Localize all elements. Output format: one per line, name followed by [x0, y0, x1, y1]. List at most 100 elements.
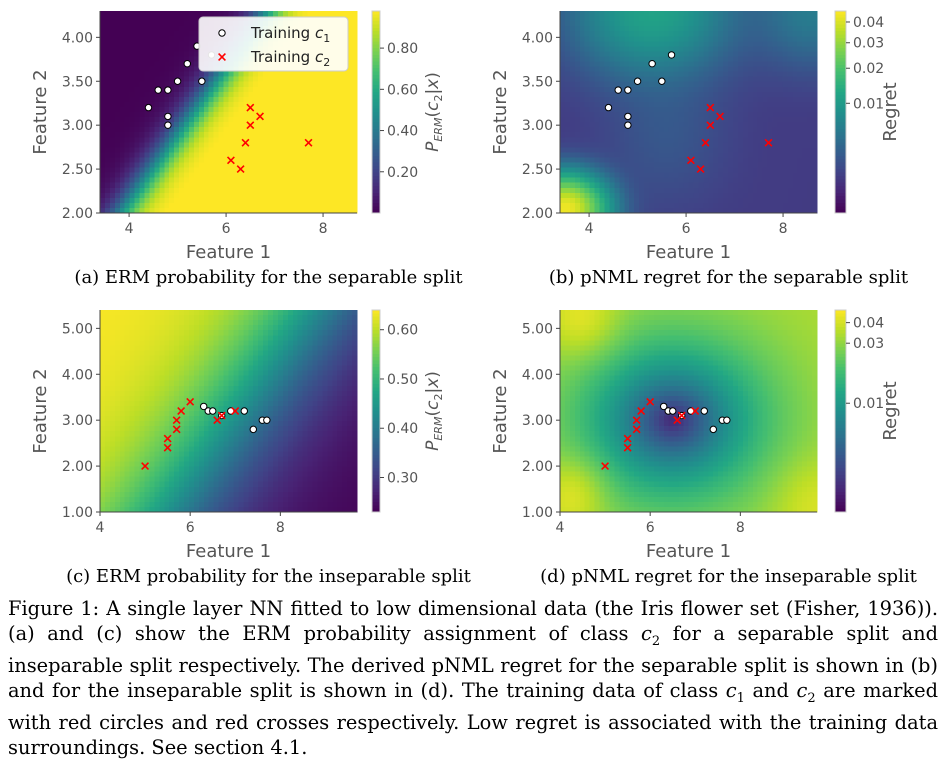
colorbar-tick-label: 0.20 [387, 165, 418, 181]
y-axis-label: Feature 2 [30, 69, 51, 154]
c1-point [184, 60, 190, 66]
y-tick-label: 1.00 [62, 505, 93, 521]
y-axis-label: Feature 2 [490, 69, 511, 154]
c1-point [724, 417, 730, 423]
colorbar-label: Regret [880, 381, 901, 440]
legend-label: Training c2 [250, 48, 330, 69]
colorbar-tick-label: 0.04 [853, 15, 884, 31]
c1-point [250, 426, 256, 432]
figure: 4 6 8 2.00 2.50 3.00 3.50 4.00 Feature 1 Feature … [0, 0, 946, 600]
x-axis-label: Feature 1 [646, 541, 731, 562]
subplot-d: 4 6 8 1.00 2.00 3.00 4.00 5.00 Feature 1 Feature … [490, 310, 918, 587]
y-tick-label: 2.00 [522, 206, 553, 222]
c1-point [615, 87, 621, 93]
y-axis-label: Feature 2 [490, 368, 511, 453]
c1-point [165, 87, 171, 93]
y-tick-label: 4.00 [62, 30, 93, 46]
y-tick-label: 3.00 [62, 118, 93, 134]
c1-point [145, 104, 151, 110]
y-tick-label: 4.00 [522, 30, 553, 46]
y-tick-label: 2.50 [522, 162, 553, 178]
subfigure-caption: (a) ERM probability for the separable sp… [74, 267, 463, 288]
colorbar-tick-label: 0.80 [387, 41, 418, 57]
c1-point [199, 78, 205, 84]
x-tick-label: 6 [682, 221, 691, 237]
c1-point [670, 408, 676, 414]
c1-point [210, 408, 216, 414]
y-tick-label: 4.00 [62, 367, 93, 383]
subfigure-caption: (b) pNML regret for the separable split [549, 267, 909, 288]
y-tick-label: 1.00 [522, 505, 553, 521]
x-tick-label: 4 [96, 520, 105, 536]
x-tick-label: 4 [585, 221, 594, 237]
x-tick-label: 6 [646, 520, 655, 536]
subplot-c: 4 6 8 1.00 2.00 3.00 4.00 5.00 Feature 1 Feature … [30, 310, 472, 587]
colorbar-tick-label: 0.60 [387, 323, 418, 339]
c1-point [165, 113, 171, 119]
y-tick-label: 2.00 [522, 459, 553, 475]
legend-label: Training c1 [250, 24, 330, 45]
colorbar-label: PERM(c2|x) [423, 72, 445, 152]
c1-point [174, 78, 180, 84]
x-tick-label: 4 [125, 221, 134, 237]
x-tick-label: 4 [556, 520, 565, 536]
legend: Training c1 Training c2 [199, 17, 348, 71]
x-axis-label: Feature 1 [186, 242, 271, 263]
y-tick-label: 2.00 [62, 206, 93, 222]
colorbar-c [372, 310, 380, 513]
y-tick-label: 4.00 [522, 367, 553, 383]
colorbar-a [372, 11, 380, 214]
c1-point [264, 417, 270, 423]
colorbar-tick-label: 0.30 [387, 471, 418, 487]
colorbar-tick-label: 0.40 [387, 124, 418, 140]
c1-point [625, 113, 631, 119]
y-tick-label: 3.50 [522, 74, 553, 90]
c1-point [625, 87, 631, 93]
c1-point [701, 408, 707, 414]
c1-point [155, 87, 161, 93]
colorbar-tick-label: 0.04 [853, 316, 884, 332]
y-tick-label: 2.00 [62, 459, 93, 475]
heatmap-b [560, 11, 818, 214]
colorbar-d [835, 310, 846, 513]
x-tick-label: 8 [736, 520, 745, 536]
c1-point [710, 426, 716, 432]
colorbar-tick-label: 0.03 [853, 36, 884, 52]
x-tick-label: 8 [276, 520, 285, 536]
c1-point [659, 78, 665, 84]
colorbar-tick-label: 0.60 [387, 82, 418, 98]
colorbar-b [835, 11, 846, 214]
legend-c1-marker [219, 30, 225, 36]
x-tick-label: 6 [222, 221, 231, 237]
c1-point [634, 78, 640, 84]
subfigure-caption: (c) ERM probability for the inseparable … [66, 566, 472, 587]
x-tick-label: 8 [779, 221, 788, 237]
y-tick-label: 3.50 [62, 74, 93, 90]
y-tick-label: 5.00 [62, 321, 93, 337]
c1-point [165, 122, 171, 128]
c1-point [241, 408, 247, 414]
colorbar-label: PERM(c2|x) [423, 371, 445, 451]
figure-caption-text: Figure 1: A single layer NN fitted to lo… [8, 597, 944, 759]
colorbar-tick-label: 0.03 [853, 336, 884, 352]
y-tick-label: 3.00 [522, 118, 553, 134]
y-axis-label: Feature 2 [30, 368, 51, 453]
c1-point [625, 122, 631, 128]
subfigure-caption: (d) pNML regret for the inseparable spli… [540, 566, 917, 587]
x-tick-label: 8 [319, 221, 328, 237]
subplot-a: 4 6 8 2.00 2.50 3.00 3.50 4.00 Feature 1 Feature … [30, 11, 463, 288]
y-tick-label: 2.50 [62, 162, 93, 178]
colorbar-label: Regret [880, 82, 901, 141]
c1-point [649, 60, 655, 66]
c1-point [668, 52, 674, 58]
y-tick-label: 5.00 [522, 321, 553, 337]
x-tick-label: 6 [186, 520, 195, 536]
colorbar-tick-label: 0.40 [387, 421, 418, 437]
y-tick-label: 3.00 [62, 413, 93, 429]
x-axis-label: Feature 1 [186, 541, 271, 562]
c1-point [605, 104, 611, 110]
y-tick-label: 3.00 [522, 413, 553, 429]
colorbar-tick-label: 0.50 [387, 372, 418, 388]
colorbar-tick-label: 0.02 [853, 61, 884, 77]
